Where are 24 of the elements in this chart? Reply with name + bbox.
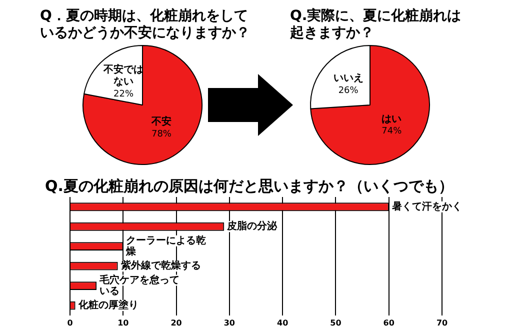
x-tick-label: 30: [224, 318, 236, 328]
chart-title: Q.実際に、夏に化粧崩れは起きますか？: [290, 8, 462, 42]
x-tick-label: 20: [170, 318, 182, 328]
data-label: 74%: [382, 126, 402, 137]
data-label: 26%: [338, 86, 359, 96]
y-tick-label: 毛穴ケアを怠っている: [98, 274, 180, 297]
y-tick-label: 化粧の厚塗り: [77, 299, 138, 312]
slice-label: 不安: [150, 116, 172, 128]
x-tick-label: 60: [383, 318, 395, 328]
data-label: 78%: [151, 129, 172, 140]
x-tick-label: 70: [436, 318, 448, 328]
chart-title: Q.夏の化粧崩れの原因は何だと思いますか？（いくつでも）: [44, 177, 454, 195]
x-tick-label: 50: [330, 318, 342, 328]
x-tick-label: 40: [277, 318, 289, 328]
y-tick-label: クーラーによる乾燥: [125, 234, 206, 258]
slice-label: いいえ: [333, 73, 364, 84]
x-tick-label: 10: [118, 318, 130, 328]
y-tick-label: 皮脂の分泌: [226, 220, 278, 232]
x-tick-label: 0: [67, 318, 74, 328]
data-label: 22%: [114, 89, 134, 100]
chart-title: Q．夏の時期は、化粧崩れをしているかどうか不安になりますか？: [40, 8, 250, 42]
y-tick-label: 暑くて汗をかく: [390, 200, 462, 212]
y-tick-label: 紫外線で乾燥する: [120, 260, 201, 272]
slice-label: はい: [382, 114, 402, 125]
